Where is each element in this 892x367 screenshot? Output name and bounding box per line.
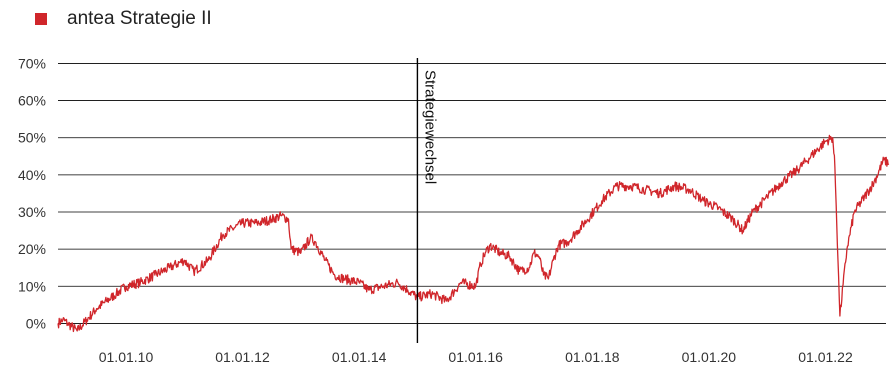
strategy-change-label: Strategiewechsel	[421, 70, 438, 184]
legend-swatch	[35, 13, 47, 25]
y-tick-label: 50%	[18, 130, 46, 146]
y-tick-label: 30%	[18, 204, 46, 220]
y-tick-label: 40%	[18, 167, 46, 183]
x-tick-label: 01.01.16	[448, 349, 503, 365]
y-tick-label: 60%	[18, 93, 46, 109]
x-tick-label: 01.01.14	[332, 349, 387, 365]
y-tick-label: 10%	[18, 278, 46, 294]
x-tick-label: 01.01.10	[99, 349, 154, 365]
y-tick-label: 0%	[26, 315, 46, 331]
legend: antea Strategie II	[35, 8, 212, 30]
x-tick-label: 01.01.18	[565, 349, 620, 365]
x-tick-label: 01.01.12	[215, 349, 270, 365]
legend-label: antea Strategie II	[67, 8, 212, 29]
y-tick-label: 20%	[18, 241, 46, 257]
series-line	[57, 134, 890, 333]
x-tick-label: 01.01.20	[682, 349, 737, 365]
y-tick-label: 70%	[18, 55, 46, 71]
x-tick-label: 01.01.22	[798, 349, 853, 365]
